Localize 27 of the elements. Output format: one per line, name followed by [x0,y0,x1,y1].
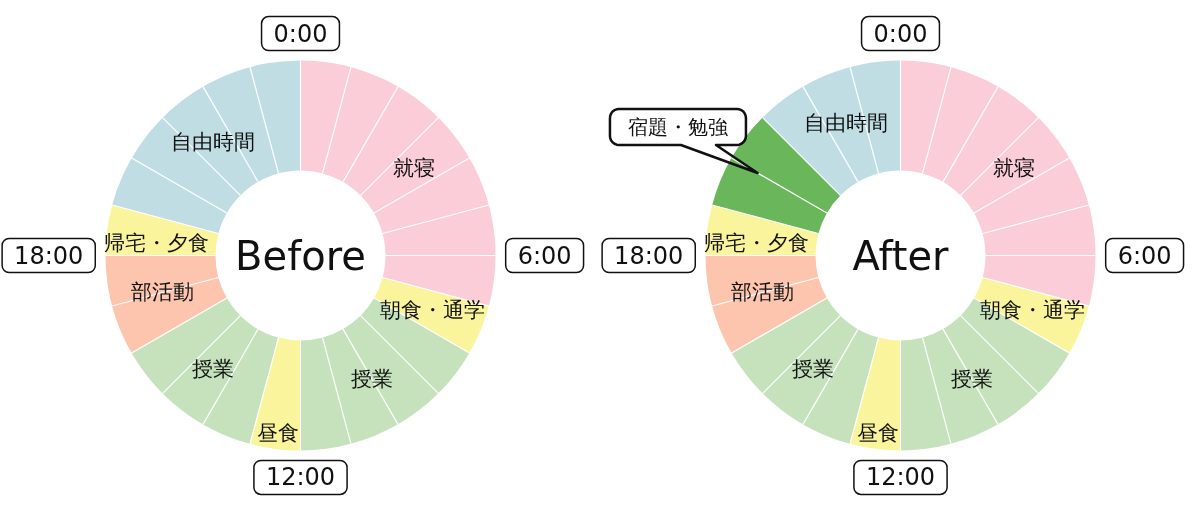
slice-label: 自由時間 [171,130,256,155]
slice-label: 授業 [351,367,394,392]
slice-label: 朝食・通学 [980,298,1086,323]
slice-label: 自由時間 [803,111,888,136]
slice-label: 昼食 [857,421,900,446]
text: 6:00 [1117,241,1172,270]
text: 6:00 [517,241,572,270]
text: 12:00 [265,463,336,492]
slice-label: 就寝 [392,156,435,181]
slice-label: 授業 [792,356,835,381]
text: 18:00 [14,241,84,270]
slice-label: 帰宅・夕食 [103,231,209,256]
slice-label: 朝食・通学 [380,298,486,323]
text: After [852,232,950,279]
slice-label: 帰宅・夕食 [703,231,809,256]
slice-label: 昼食 [257,421,300,446]
slice-label: 宿題・勉強 [627,114,728,139]
slice-label: 授業 [951,367,994,392]
text: Before [235,232,366,279]
text: 12:00 [865,463,936,492]
text: 0:00 [273,19,328,48]
slice-label: 部活動 [730,280,794,305]
text: 0:00 [873,19,928,48]
slice-label: 部活動 [130,280,194,305]
text: 18:00 [614,241,684,270]
slice-label: 就寝 [992,156,1035,181]
slice-label: 授業 [192,356,235,381]
